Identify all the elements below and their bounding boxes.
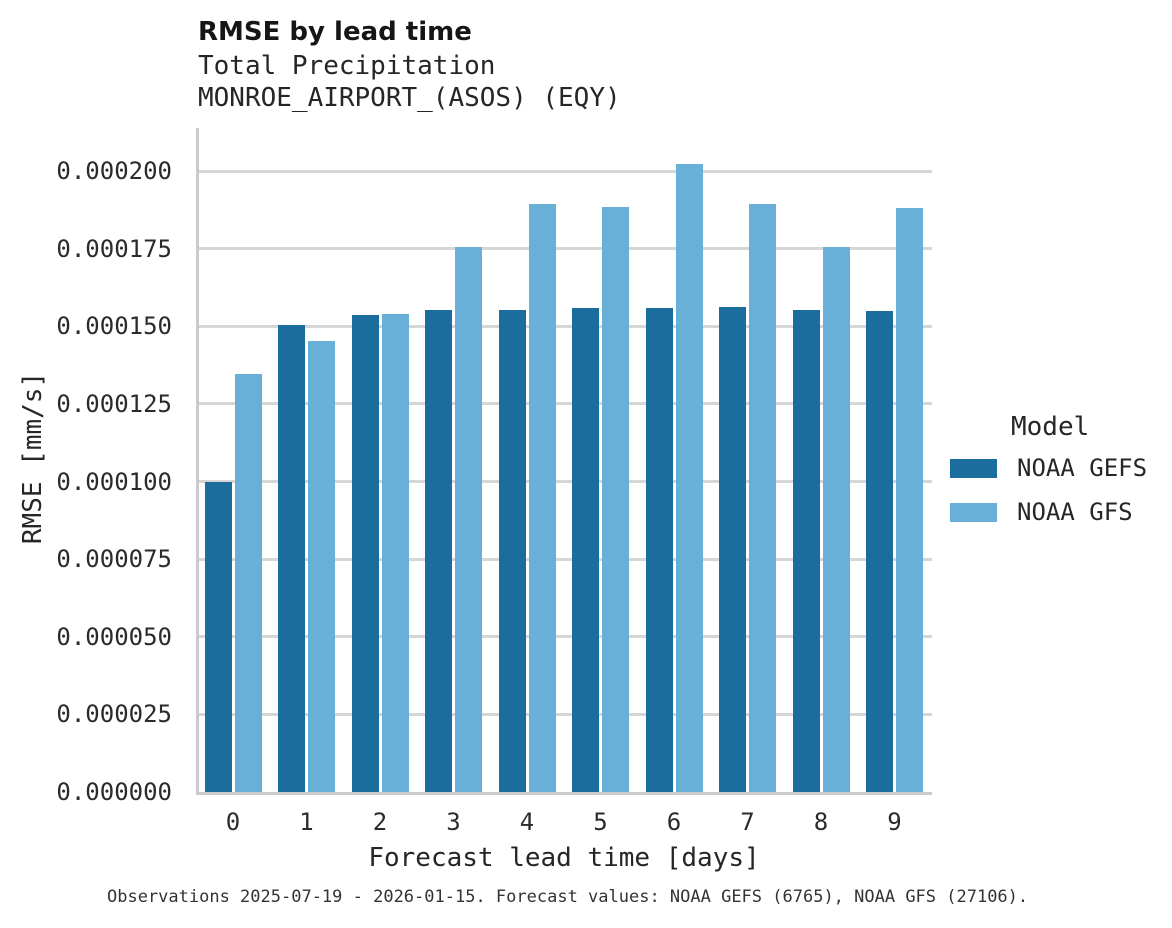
x-tick-label: 9 [887, 808, 902, 836]
legend-swatch-noaa-gfs [950, 502, 997, 522]
y-tick-label: 0.000000 [56, 778, 172, 806]
x-tick-label: 3 [446, 808, 461, 836]
legend-entries: NOAA GEFS NOAA GFS [950, 454, 1147, 526]
gridline [199, 324, 932, 328]
bar-noaa-gefs-day7 [719, 307, 746, 792]
bar-noaa-gfs-day2 [381, 314, 409, 792]
gridline [199, 635, 932, 639]
chart-title: RMSE by lead time [198, 17, 472, 47]
y-tick-label: 0.000100 [56, 467, 172, 496]
gridline [199, 247, 932, 251]
bar-noaa-gefs-day8 [792, 310, 820, 792]
bar-noaa-gfs-day0 [234, 374, 262, 792]
bar-noaa-gfs-day6 [675, 163, 703, 792]
bar-noaa-gfs-day4 [528, 204, 556, 792]
x-tick-label: 7 [740, 808, 755, 836]
bar-noaa-gefs-day5 [572, 308, 599, 792]
gridline [199, 402, 932, 406]
bar-noaa-gfs-day7 [749, 203, 776, 792]
x-tick-label: 4 [519, 808, 535, 836]
bar-noaa-gefs-day3 [425, 310, 452, 792]
gridline [199, 169, 932, 173]
legend-entry-noaa-gefs: NOAA GEFS [950, 454, 1147, 482]
bar-noaa-gefs-day1 [278, 324, 305, 792]
y-tick-label: 0.000125 [56, 389, 172, 418]
y-tick-label: 0.000175 [56, 234, 172, 263]
legend-entry-noaa-gfs: NOAA GFS [950, 498, 1147, 526]
bar-noaa-gefs-day9 [866, 311, 893, 792]
bar-noaa-gefs-day0 [204, 481, 232, 792]
legend-label: NOAA GFS [1017, 498, 1133, 526]
y-tick-label: 0.000075 [56, 545, 172, 574]
x-tick-label: 2 [372, 808, 388, 836]
chart-subtitle-station: MONROE_AIRPORT_(ASOS) (EQY) [198, 83, 621, 113]
x-tick-label: 5 [593, 808, 608, 836]
bar-noaa-gefs-day2 [351, 315, 379, 792]
bar-noaa-gfs-day3 [455, 247, 482, 792]
gridline [199, 480, 932, 483]
legend-swatch-noaa-gefs [950, 458, 997, 478]
legend-title: Model [1011, 412, 1090, 442]
bar-noaa-gefs-day4 [498, 310, 526, 792]
x-tick-label: 6 [666, 808, 682, 836]
bar-noaa-gfs-day5 [602, 207, 629, 792]
gridline [199, 557, 932, 561]
chart-subtitle-variable: Total Precipitation [198, 51, 496, 81]
plot-area [196, 128, 932, 795]
bar-noaa-gefs-day6 [645, 307, 673, 792]
legend: Model NOAA GEFS NOAA GFS [950, 412, 1147, 526]
bar-noaa-gfs-day9 [896, 207, 923, 792]
y-tick-label: 0.000150 [56, 312, 172, 341]
y-tick-label: 0.000050 [56, 622, 172, 651]
x-tick-label: 1 [299, 808, 314, 836]
y-tick-label: 0.000200 [56, 157, 172, 185]
bar-noaa-gfs-day8 [822, 246, 850, 792]
legend-label: NOAA GEFS [1017, 454, 1148, 482]
x-tick-label: 0 [225, 808, 241, 836]
bar-noaa-gfs-day1 [308, 341, 335, 792]
x-axis-title: Forecast lead time [days] [368, 843, 760, 873]
caption: Observations 2025-07-19 - 2026-01-15. Fo… [107, 887, 1029, 907]
x-tick-label: 8 [813, 808, 829, 836]
gridline [199, 712, 932, 716]
y-tick-label: 0.000025 [56, 700, 172, 729]
